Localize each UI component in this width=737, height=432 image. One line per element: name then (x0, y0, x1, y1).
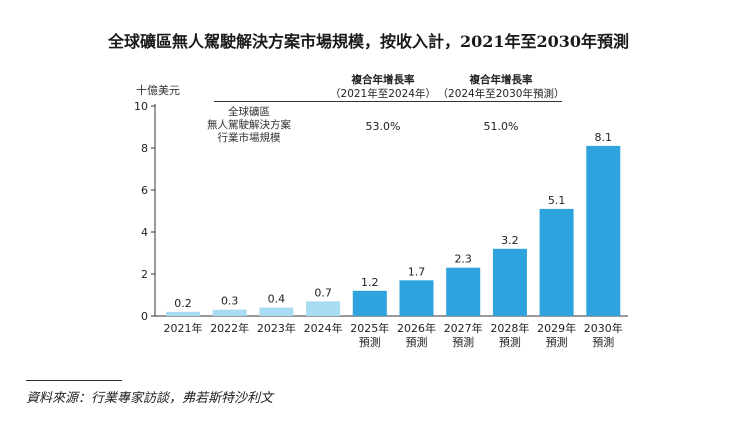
bar (586, 145, 621, 316)
bar-value-label: 0.4 (268, 293, 286, 306)
x-tick-sublabel: 預測 (546, 335, 568, 349)
chart-title: 全球礦區無人駕駛解決方案市場規模，按收入計，2021年至2030年預測 (107, 32, 630, 51)
series-label: 全球礦區 無人駕駛解決方案 行業市場規模 (190, 106, 308, 145)
bar-value-label: 8.1 (595, 131, 613, 144)
bar-value-label: 1.2 (361, 276, 379, 289)
x-tick-label: 2026年 (397, 321, 436, 335)
source-rule (26, 380, 122, 381)
bar (166, 311, 200, 316)
bar-value-label: 0.7 (314, 286, 332, 299)
x-tick-sublabel: 預測 (592, 335, 614, 349)
cagr-title: 複合年增長率 (469, 74, 533, 86)
series-label-line: 行業市場規模 (217, 132, 281, 144)
series-label-line: 無人駕駛解決方案 (207, 119, 291, 131)
source-note: 資料來源：行業專家訪談，弗若斯特沙利文 (26, 391, 274, 406)
x-tick-sublabel: 預測 (406, 335, 428, 349)
cagr-header-2024-2030: 複合年增長率 （2024年至2030年預測） (434, 73, 568, 101)
x-tick-label: 2030年 (584, 321, 623, 335)
cagr-value-2024-2030: 51.0% (483, 120, 519, 133)
x-tick-label: 2021年 (164, 321, 203, 335)
bar (352, 290, 387, 316)
x-tick-label: 2022年 (210, 321, 249, 335)
x-tick-label: 2028年 (490, 321, 529, 335)
bar-value-label: 0.2 (174, 297, 192, 310)
x-tick-label: 2024年 (304, 321, 343, 335)
bar (306, 301, 341, 316)
y-tick-label: 6 (141, 184, 148, 197)
bar (492, 248, 527, 316)
y-tick-label: 10 (134, 100, 148, 113)
y-tick-label: 2 (141, 268, 148, 281)
x-tick-sublabel: 預測 (452, 335, 474, 349)
x-tick-sublabel: 預測 (499, 335, 521, 349)
cagr-title: 複合年增長率 (351, 74, 415, 86)
bar-value-label: 5.1 (548, 194, 566, 207)
x-tick-label: 2025年 (350, 321, 389, 335)
bar-value-label: 0.3 (221, 295, 239, 308)
bar (212, 309, 247, 316)
bar (259, 307, 294, 316)
bar (539, 208, 574, 316)
bar-value-label: 1.7 (408, 265, 426, 278)
x-tick-label: 2029年 (537, 321, 576, 335)
series-label-line: 全球礦區 (228, 106, 270, 118)
bar-value-label: 3.2 (501, 234, 519, 247)
y-tick-label: 8 (141, 142, 148, 155)
x-tick-label: 2027年 (444, 321, 483, 335)
bar-value-label: 2.3 (454, 253, 472, 266)
cagr-header-2021-2024: 複合年增長率 （2021年至2024年） (330, 73, 436, 101)
cagr-period: （2024年至2030年預測） (437, 88, 565, 100)
y-tick-label: 0 (141, 310, 148, 323)
cagr-header-rule (214, 101, 562, 102)
x-tick-label: 2023年 (257, 321, 296, 335)
cagr-value-2021-2024: 53.0% (365, 120, 401, 133)
y-tick-label: 4 (141, 226, 148, 239)
cagr-period: （2021年至2024年） (330, 88, 436, 100)
x-tick-sublabel: 預測 (359, 335, 381, 349)
y-axis-unit: 十億美元 (136, 84, 180, 97)
bar (446, 267, 481, 316)
bar (399, 280, 434, 316)
